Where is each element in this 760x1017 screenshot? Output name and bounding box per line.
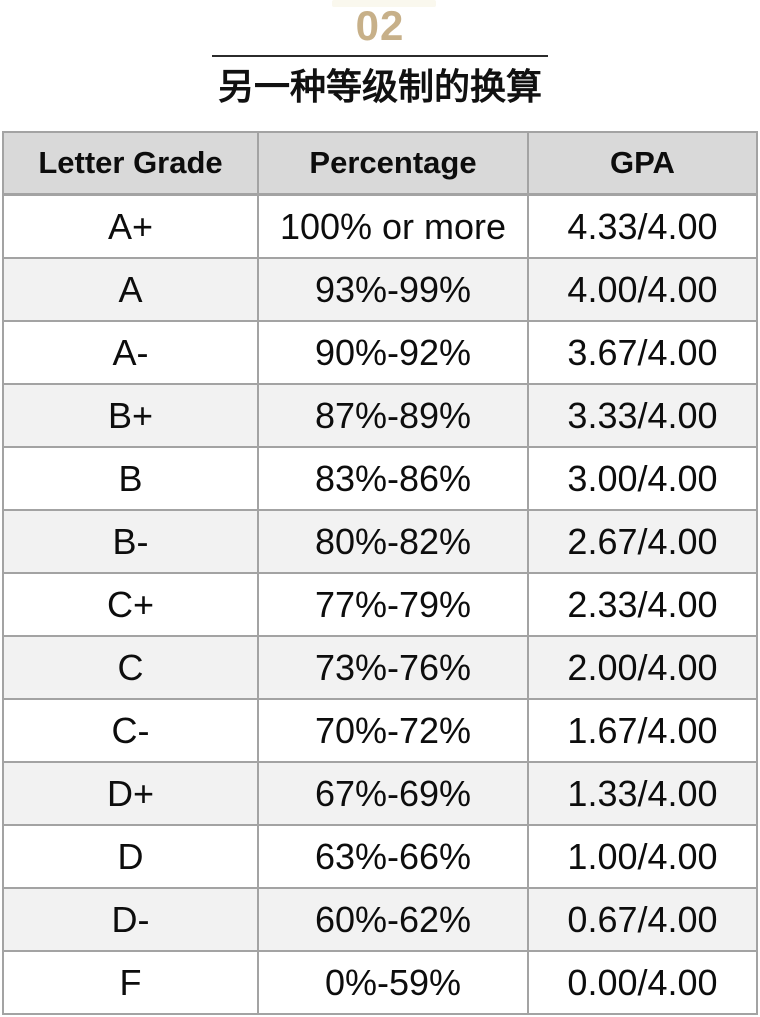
letter-grade-cell: B bbox=[2, 446, 259, 511]
section-header: 02 另一种等级制的换算 bbox=[0, 0, 760, 108]
percentage-cell: 67%-69% bbox=[257, 761, 529, 826]
gpa-cell: 1.67/4.00 bbox=[527, 698, 758, 763]
table-row: D 63%-66% 1.00/4.00 bbox=[2, 824, 758, 889]
gpa-cell: 4.00/4.00 bbox=[527, 257, 758, 322]
percentage-cell: 77%-79% bbox=[257, 572, 529, 637]
letter-grade-cell: D bbox=[2, 824, 259, 889]
section-divider bbox=[212, 55, 548, 57]
gpa-cell: 1.00/4.00 bbox=[527, 824, 758, 889]
letter-grade-cell: D- bbox=[2, 887, 259, 952]
table-row: D- 60%-62% 0.67/4.00 bbox=[2, 887, 758, 952]
letter-grade-cell: B- bbox=[2, 509, 259, 574]
table-row: B 83%-86% 3.00/4.00 bbox=[2, 446, 758, 511]
table-header-row: Letter Grade Percentage GPA bbox=[2, 131, 758, 196]
table-row: C- 70%-72% 1.67/4.00 bbox=[2, 698, 758, 763]
letter-grade-cell: A bbox=[2, 257, 259, 322]
percentage-cell: 0%-59% bbox=[257, 950, 529, 1015]
percentage-cell: 93%-99% bbox=[257, 257, 529, 322]
gpa-cell: 1.33/4.00 bbox=[527, 761, 758, 826]
letter-grade-cell: C+ bbox=[2, 572, 259, 637]
gpa-cell: 2.67/4.00 bbox=[527, 509, 758, 574]
gpa-cell: 3.00/4.00 bbox=[527, 446, 758, 511]
gpa-cell: 0.00/4.00 bbox=[527, 950, 758, 1015]
table-row: A 93%-99% 4.00/4.00 bbox=[2, 257, 758, 322]
gpa-cell: 2.00/4.00 bbox=[527, 635, 758, 700]
gpa-cell: 4.33/4.00 bbox=[527, 193, 758, 259]
table-row: C 73%-76% 2.00/4.00 bbox=[2, 635, 758, 700]
table-row: D+ 67%-69% 1.33/4.00 bbox=[2, 761, 758, 826]
gpa-cell: 3.33/4.00 bbox=[527, 383, 758, 448]
percentage-cell: 70%-72% bbox=[257, 698, 529, 763]
percentage-cell: 100% or more bbox=[257, 193, 529, 259]
section-title: 另一种等级制的换算 bbox=[217, 66, 542, 107]
cropped-text-artifact bbox=[332, 0, 436, 7]
header-gpa: GPA bbox=[527, 131, 758, 196]
table-row: A- 90%-92% 3.67/4.00 bbox=[2, 320, 758, 385]
table-row: B- 80%-82% 2.67/4.00 bbox=[2, 509, 758, 574]
percentage-cell: 83%-86% bbox=[257, 446, 529, 511]
gpa-cell: 2.33/4.00 bbox=[527, 572, 758, 637]
percentage-cell: 80%-82% bbox=[257, 509, 529, 574]
percentage-cell: 90%-92% bbox=[257, 320, 529, 385]
letter-grade-cell: C bbox=[2, 635, 259, 700]
section-number: 02 bbox=[355, 2, 405, 49]
gpa-cell: 3.67/4.00 bbox=[527, 320, 758, 385]
table-row: C+ 77%-79% 2.33/4.00 bbox=[2, 572, 758, 637]
percentage-cell: 63%-66% bbox=[257, 824, 529, 889]
table-row: F 0%-59% 0.00/4.00 bbox=[2, 950, 758, 1015]
percentage-cell: 73%-76% bbox=[257, 635, 529, 700]
letter-grade-cell: C- bbox=[2, 698, 259, 763]
letter-grade-cell: B+ bbox=[2, 383, 259, 448]
letter-grade-cell: A+ bbox=[2, 193, 259, 259]
header-letter-grade: Letter Grade bbox=[2, 131, 259, 196]
header-percentage: Percentage bbox=[257, 131, 529, 196]
gpa-cell: 0.67/4.00 bbox=[527, 887, 758, 952]
percentage-cell: 60%-62% bbox=[257, 887, 529, 952]
table-row: A+ 100% or more 4.33/4.00 bbox=[2, 193, 758, 259]
percentage-cell: 87%-89% bbox=[257, 383, 529, 448]
letter-grade-cell: A- bbox=[2, 320, 259, 385]
letter-grade-cell: F bbox=[2, 950, 259, 1015]
table-row: B+ 87%-89% 3.33/4.00 bbox=[2, 383, 758, 448]
letter-grade-cell: D+ bbox=[2, 761, 259, 826]
grade-conversion-table: Letter Grade Percentage GPA A+ 100% or m… bbox=[2, 131, 758, 1015]
